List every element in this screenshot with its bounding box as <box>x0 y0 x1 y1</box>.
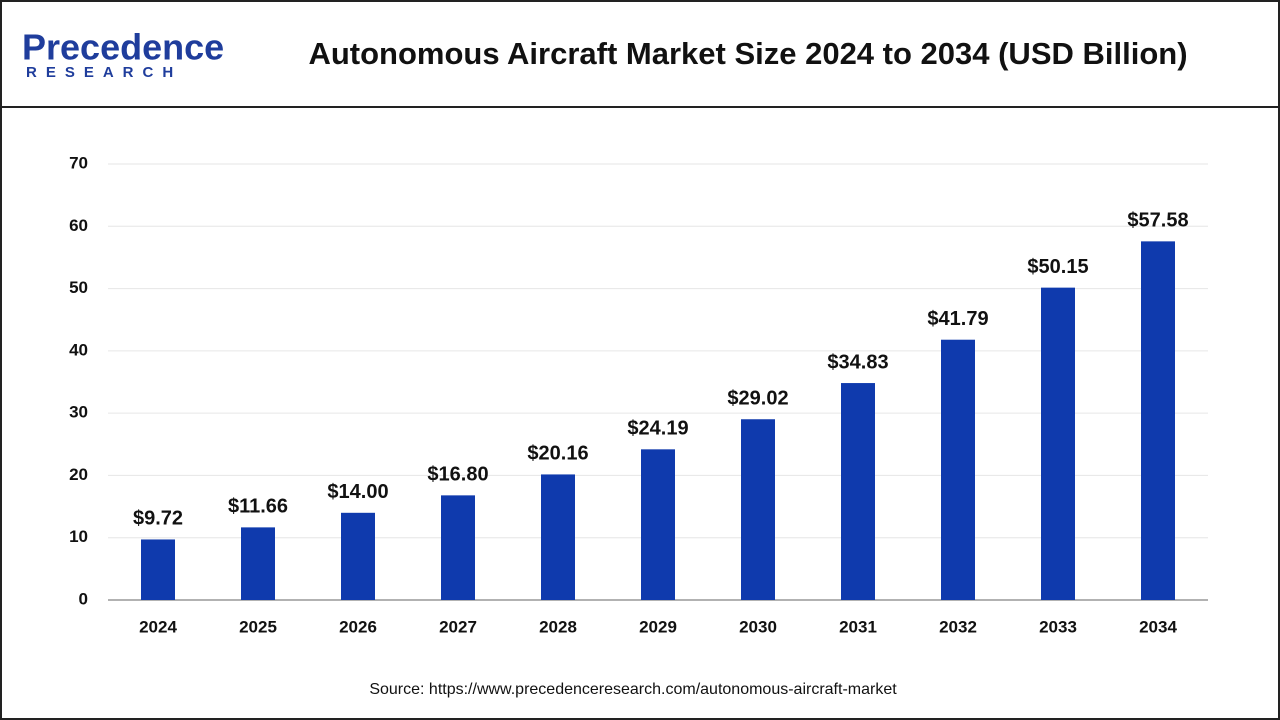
bar <box>741 419 775 600</box>
bar <box>1041 287 1075 600</box>
bar <box>141 539 175 600</box>
logo-name: Precedence <box>22 27 224 68</box>
value-label: $41.79 <box>927 308 988 330</box>
source-note: Source: https://www.precedenceresearch.c… <box>369 681 897 698</box>
y-tick-label: 40 <box>69 340 88 359</box>
bar <box>441 495 475 600</box>
y-tick-label: 70 <box>69 153 88 172</box>
x-tick-label: 2030 <box>739 617 777 636</box>
y-tick-label: 10 <box>69 527 88 546</box>
value-label: $11.66 <box>228 496 288 518</box>
bar <box>341 512 375 600</box>
value-label: $20.16 <box>527 443 588 465</box>
bar <box>941 339 975 600</box>
bar <box>241 527 275 600</box>
x-tick-label: 2027 <box>439 617 477 636</box>
x-tick-label: 2026 <box>339 617 377 636</box>
x-tick-label: 2028 <box>539 617 577 636</box>
value-label: $14.00 <box>327 481 388 503</box>
x-tick-label: 2033 <box>1039 617 1077 636</box>
value-label: $34.83 <box>827 351 888 373</box>
x-tick-label: 2024 <box>139 617 177 636</box>
x-tick-label: 2029 <box>639 617 677 636</box>
value-label: $29.02 <box>727 388 788 410</box>
value-label: $57.58 <box>1127 210 1188 232</box>
bar <box>841 383 875 600</box>
y-tick-label: 30 <box>69 403 88 422</box>
x-tick-label: 2025 <box>239 617 277 636</box>
y-tick-label: 20 <box>69 465 88 484</box>
y-tick-label: 50 <box>69 278 88 297</box>
x-tick-label: 2031 <box>839 617 877 636</box>
chart-title: Autonomous Aircraft Market Size 2024 to … <box>308 36 1187 71</box>
bar <box>641 449 675 600</box>
value-label: $16.80 <box>427 464 488 486</box>
bar <box>541 474 575 600</box>
value-label: $24.19 <box>627 418 688 440</box>
y-tick-label: 60 <box>69 216 88 235</box>
bar <box>1141 241 1175 600</box>
x-tick-label: 2034 <box>1139 617 1177 636</box>
y-tick-label: 0 <box>79 589 88 608</box>
value-label: $50.15 <box>1027 256 1088 278</box>
x-tick-label: 2032 <box>939 617 977 636</box>
value-label: $9.72 <box>133 508 183 530</box>
logo-tagline: RESEARCH <box>26 64 182 81</box>
